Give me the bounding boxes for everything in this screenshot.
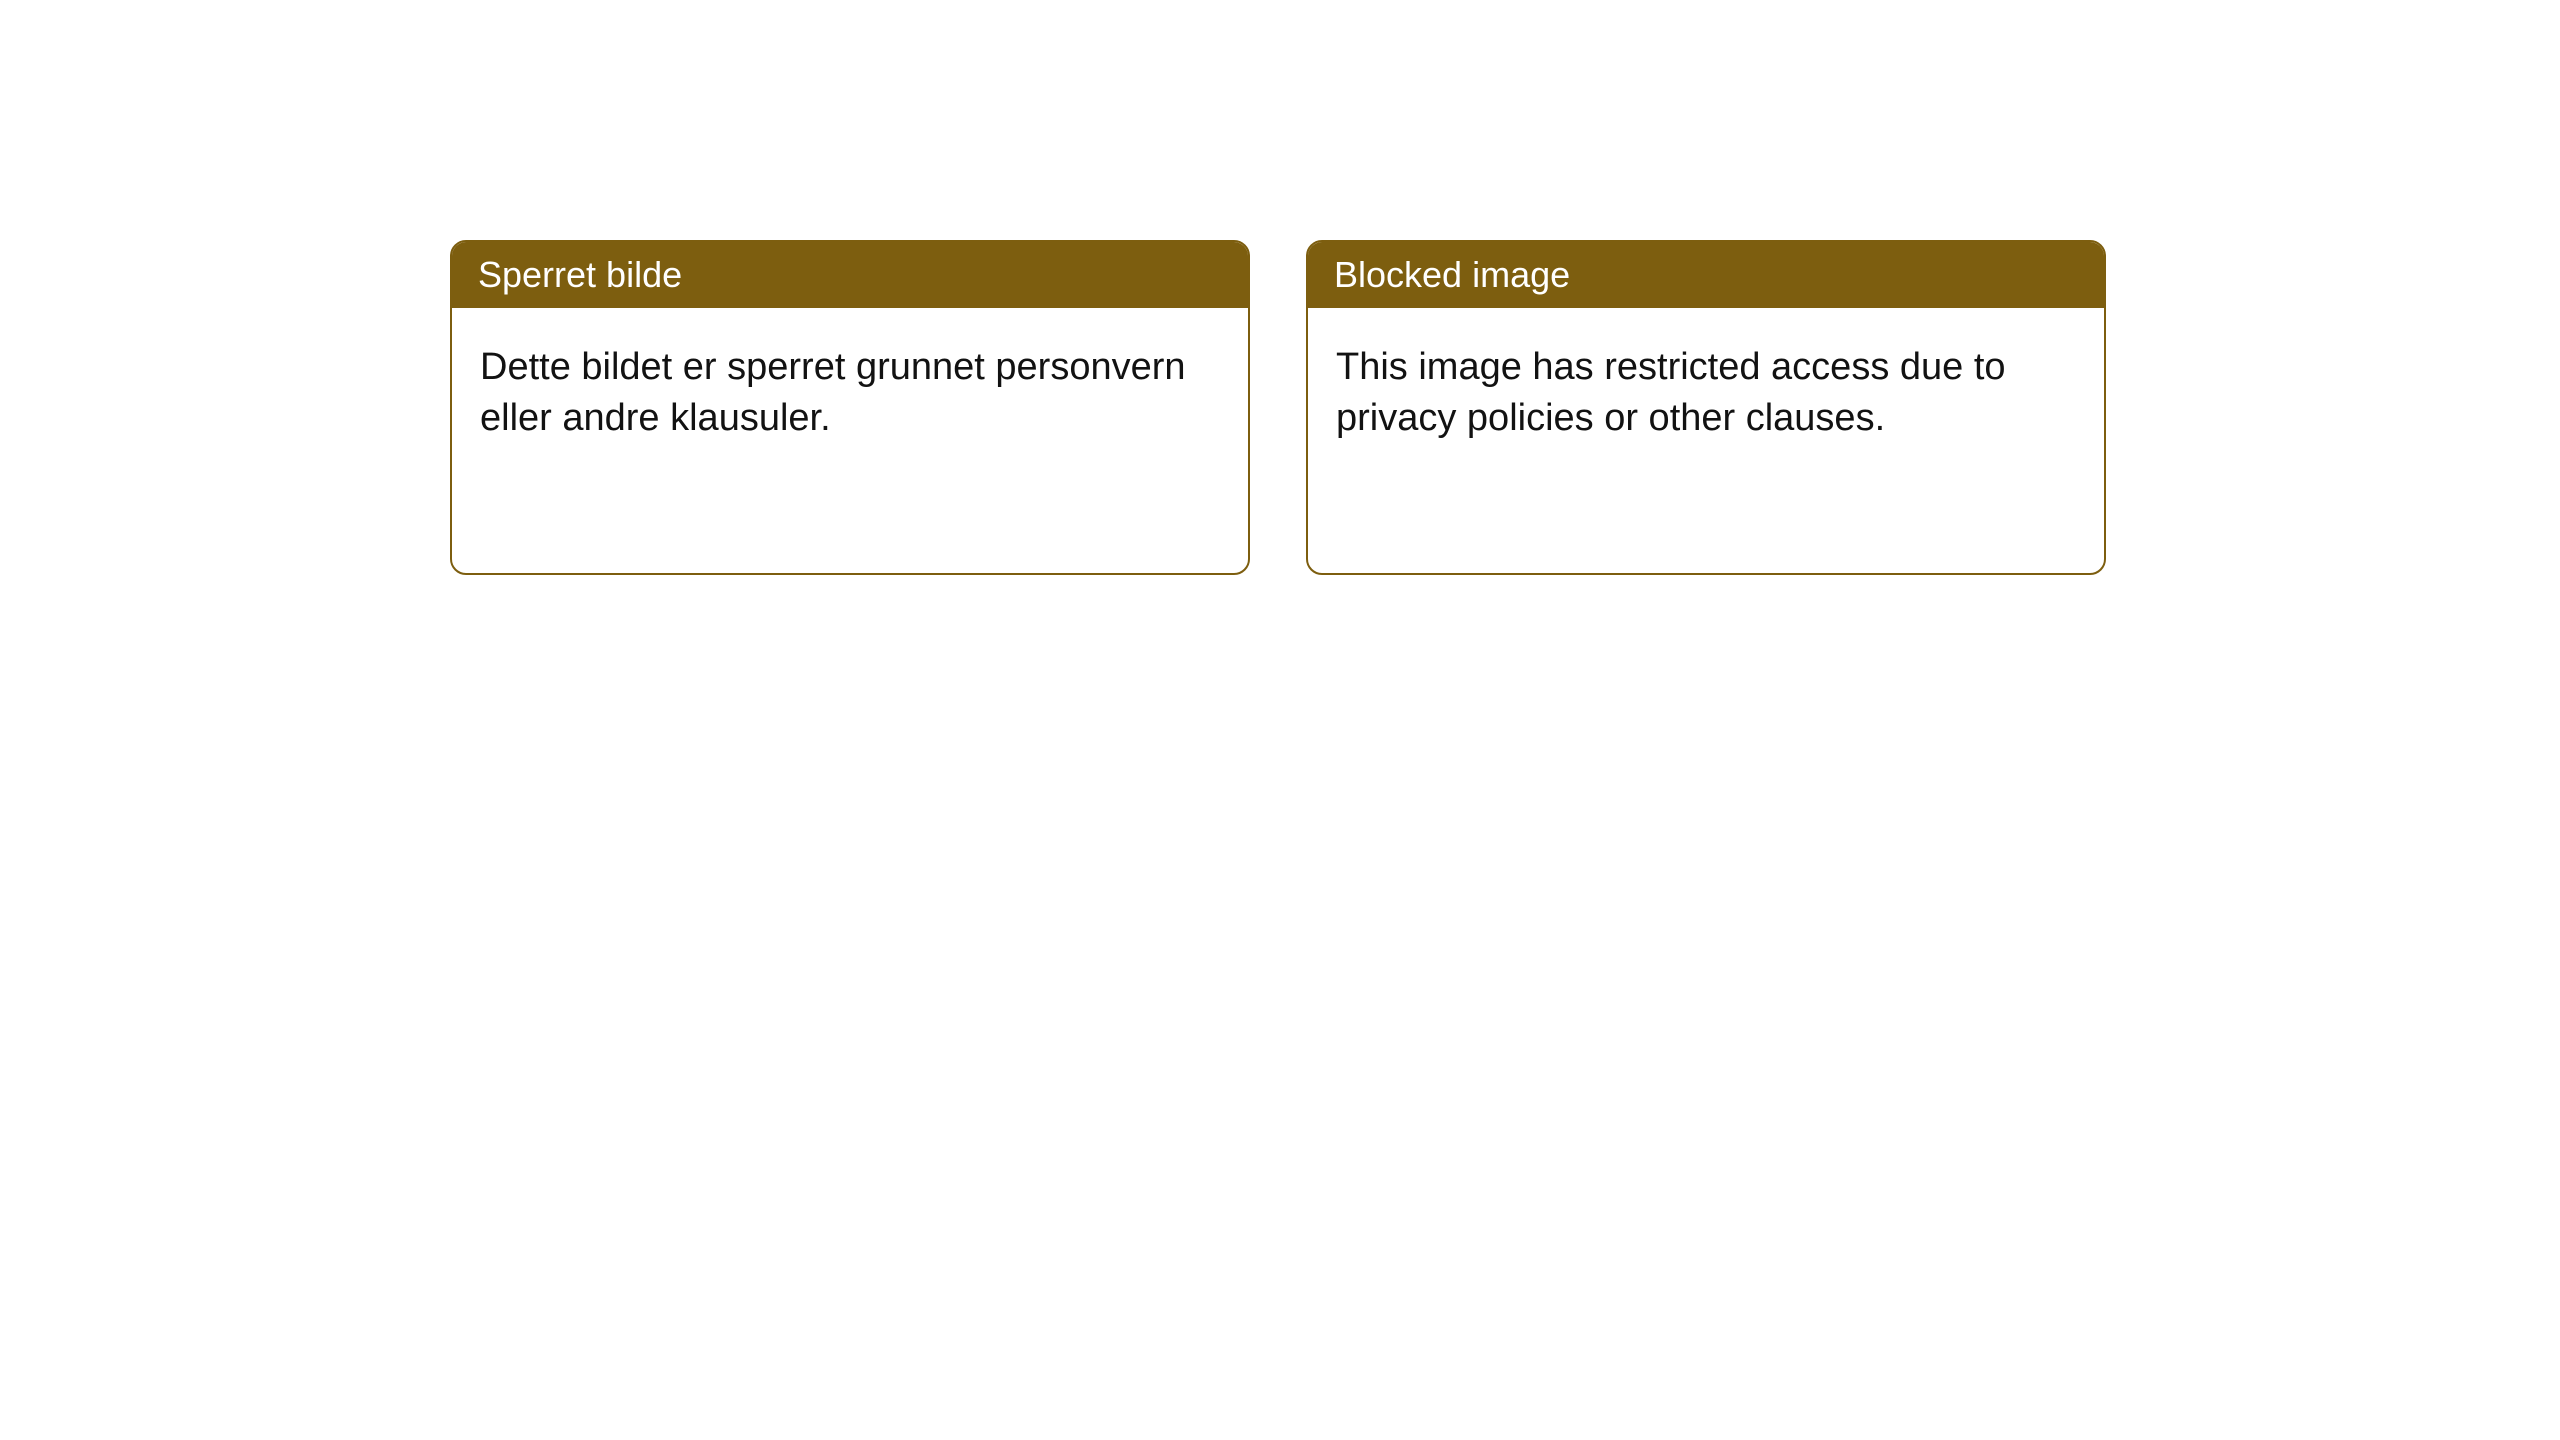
notice-card-english: Blocked image This image has restricted … xyxy=(1306,240,2106,575)
notice-card-norwegian: Sperret bilde Dette bildet er sperret gr… xyxy=(450,240,1250,575)
card-body-text: Dette bildet er sperret grunnet personve… xyxy=(480,346,1186,439)
card-header: Blocked image xyxy=(1308,242,2104,308)
card-header: Sperret bilde xyxy=(452,242,1248,308)
card-body: Dette bildet er sperret grunnet personve… xyxy=(452,308,1248,479)
card-body-text: This image has restricted access due to … xyxy=(1336,346,2006,439)
card-body: This image has restricted access due to … xyxy=(1308,308,2104,479)
notice-cards-container: Sperret bilde Dette bildet er sperret gr… xyxy=(450,240,2106,575)
card-header-text: Sperret bilde xyxy=(478,254,682,295)
card-header-text: Blocked image xyxy=(1334,254,1570,295)
